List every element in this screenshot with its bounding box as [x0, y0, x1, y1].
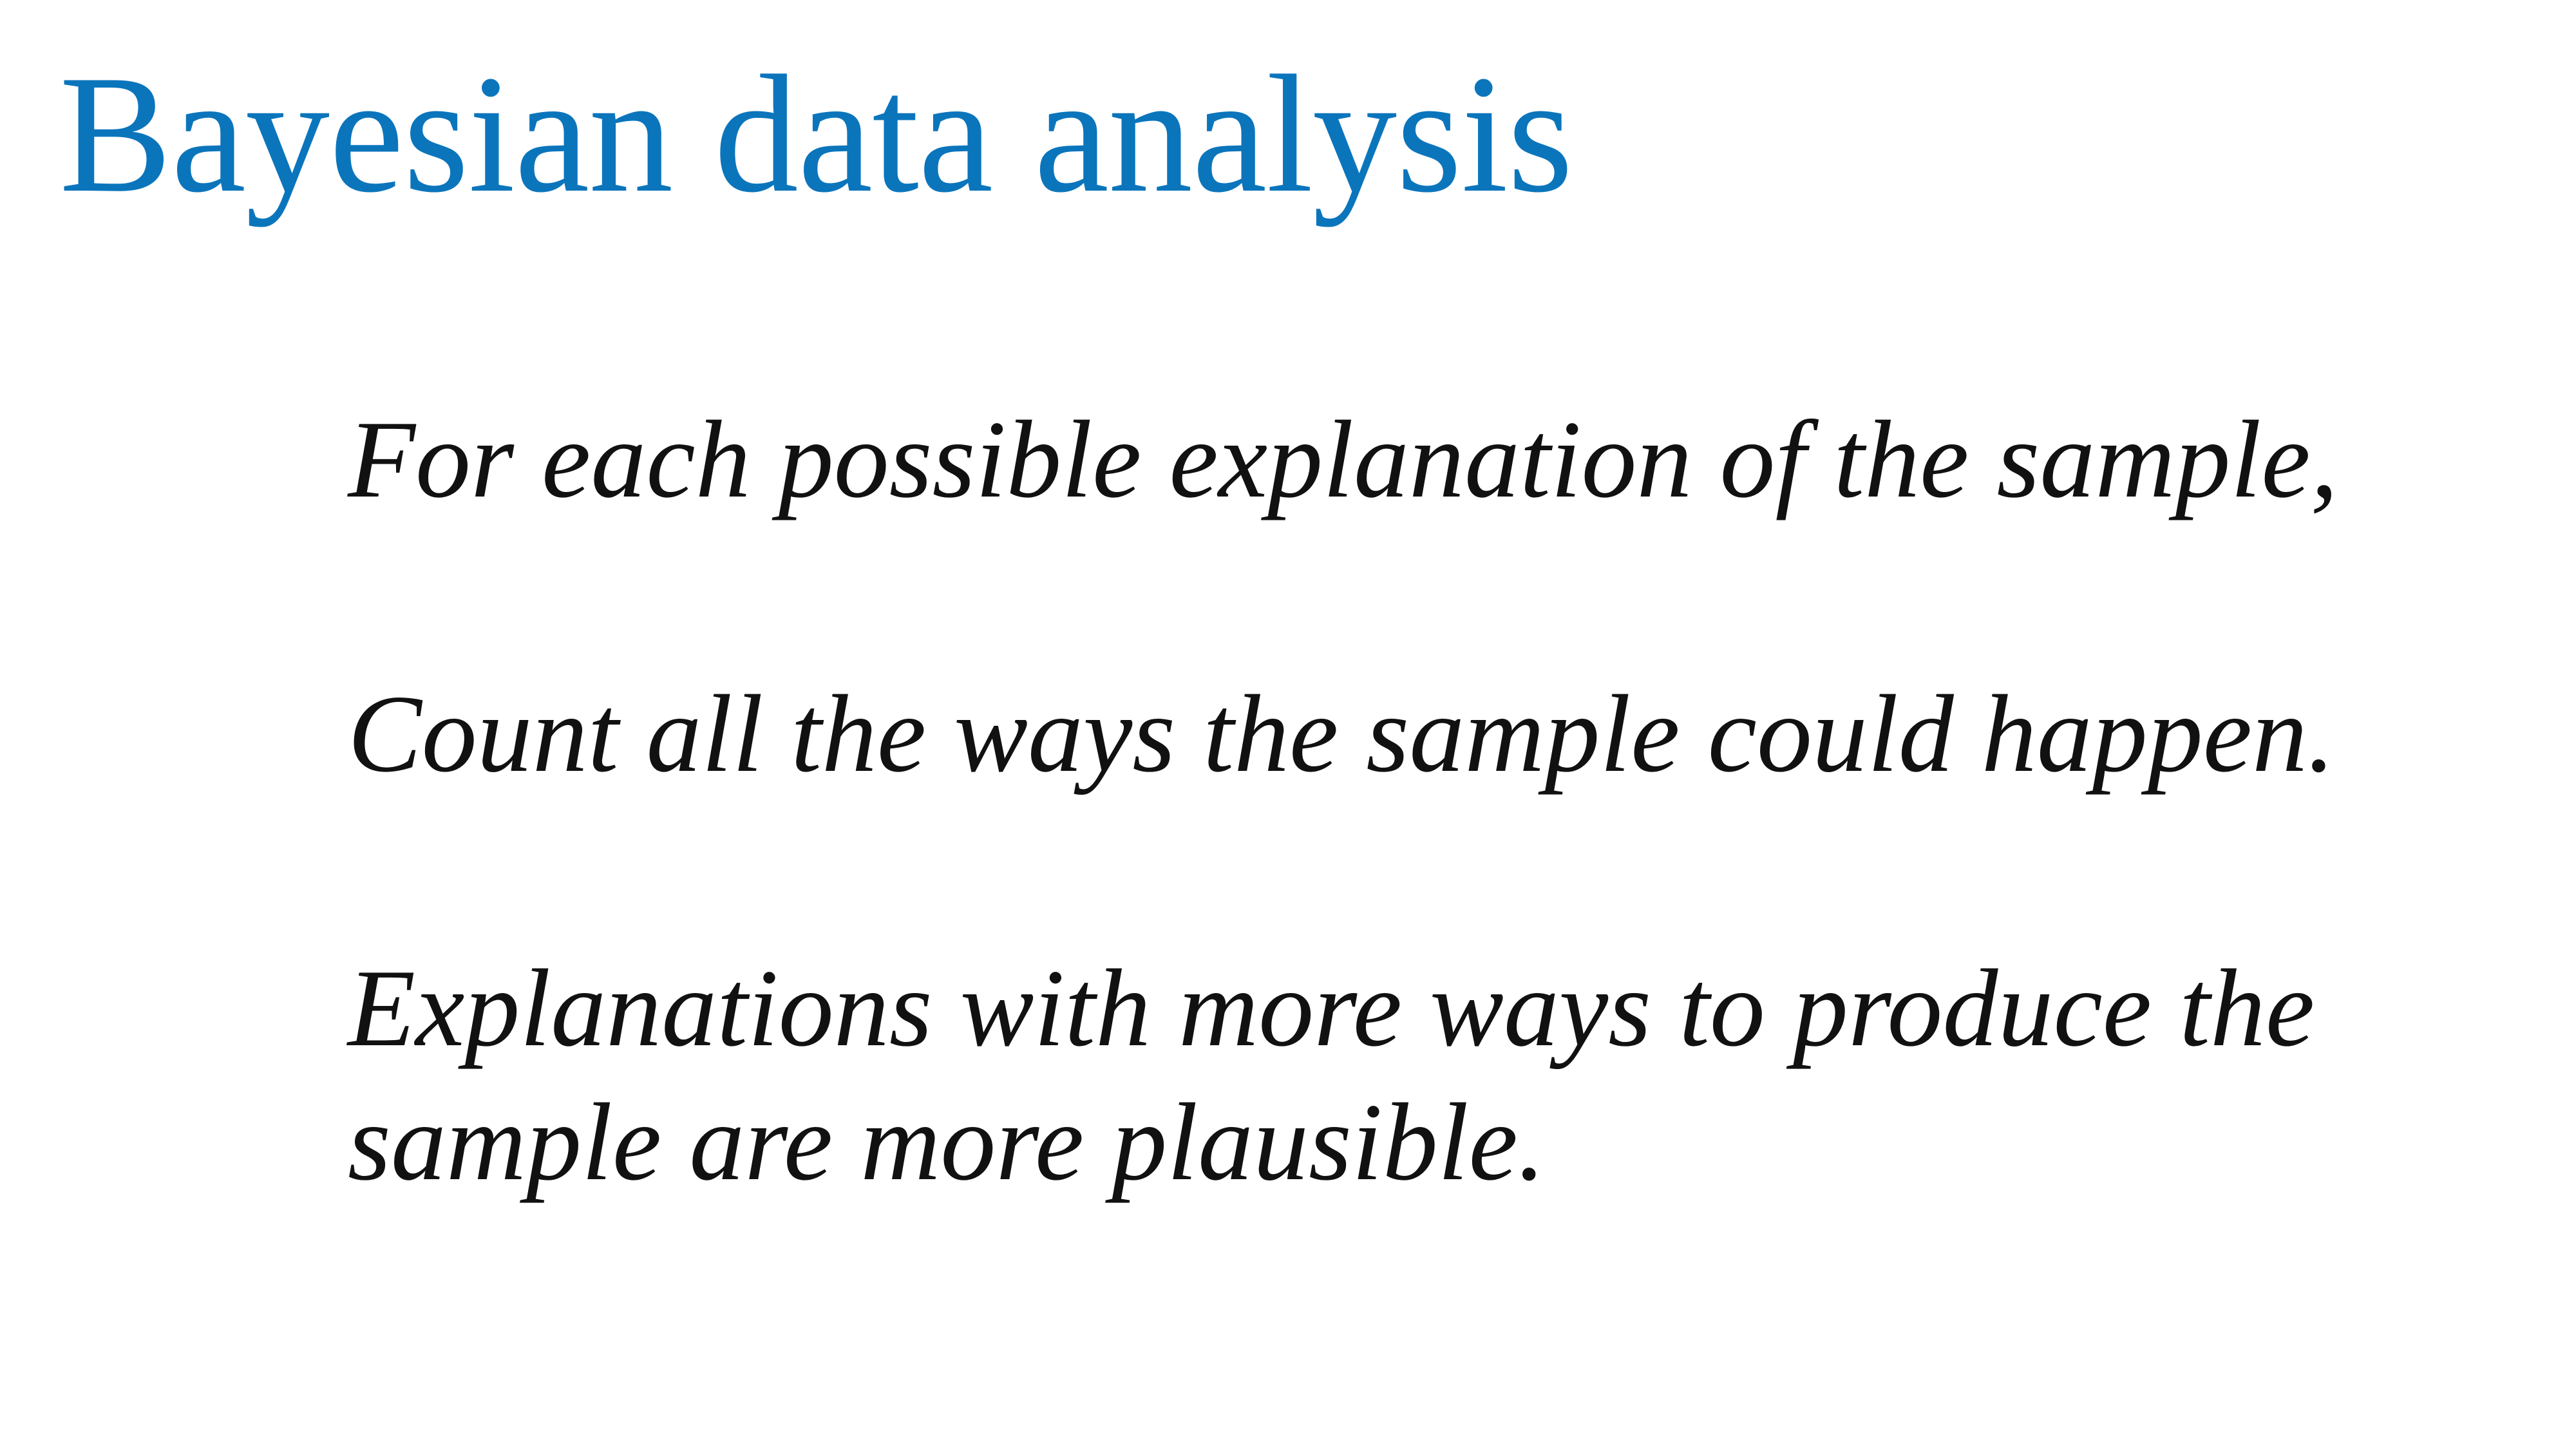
- slide-title: Bayesian data analysis: [59, 41, 1573, 227]
- slide-body: For each possible explanation of the sam…: [348, 393, 2473, 1350]
- body-point-3: Explanations with more ways to produce t…: [348, 947, 2315, 1204]
- body-point-2: Count all the ways the sample could happ…: [348, 673, 2336, 795]
- body-point-1: For each possible explanation of the sam…: [348, 399, 2338, 521]
